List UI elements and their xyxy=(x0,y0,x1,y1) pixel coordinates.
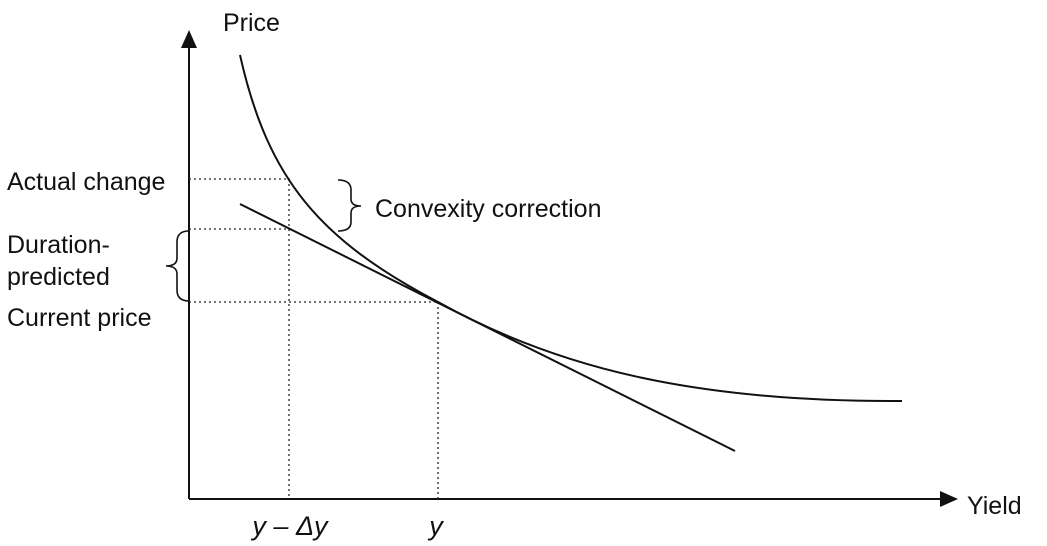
y-axis-label: Price xyxy=(223,9,280,37)
y-axis-arrowhead xyxy=(181,30,197,48)
convexity-correction-label: Convexity correction xyxy=(375,195,601,223)
convexity-correction-brace xyxy=(337,179,362,232)
x-axis-arrowhead xyxy=(940,491,958,507)
duration-predicted-label-line2: predicted xyxy=(7,263,110,291)
actual-change-label: Actual change xyxy=(7,168,165,196)
shifted-yield-tick-label: y – Δy xyxy=(250,511,329,541)
current-price-label: Current price xyxy=(7,304,152,332)
duration-predicted-label-line1: Duration- xyxy=(7,231,110,259)
duration-tangent-line xyxy=(239,203,736,452)
duration-predicted-brace xyxy=(165,230,190,302)
yield-tick-label: y xyxy=(427,511,444,541)
price-yield-curve xyxy=(239,54,903,403)
x-axis-label: Yield xyxy=(967,492,1022,520)
